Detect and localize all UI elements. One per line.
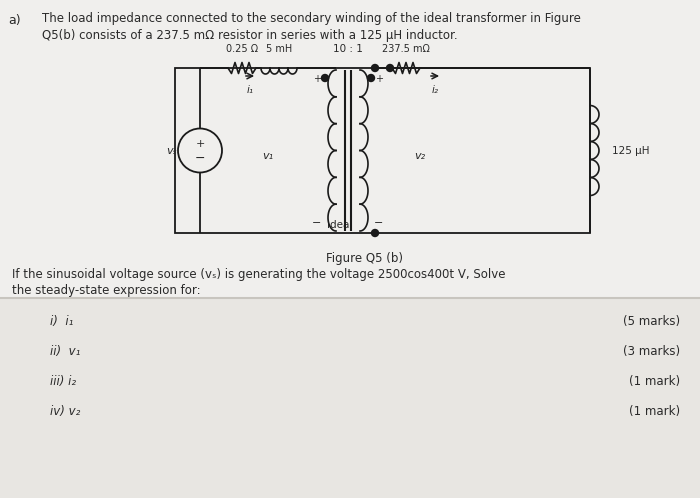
Text: vₛ: vₛ [167,145,177,155]
Text: +: + [313,74,321,84]
Text: Q5(b) consists of a 237.5 mΩ resistor in series with a 125 μH inductor.: Q5(b) consists of a 237.5 mΩ resistor in… [42,29,458,42]
Text: Figure Q5 (b): Figure Q5 (b) [326,252,403,265]
Text: +: + [195,138,204,148]
Circle shape [386,65,393,72]
Text: +: + [375,74,383,84]
Circle shape [372,65,379,72]
Text: a): a) [8,14,20,27]
Text: 125 μH: 125 μH [612,145,650,155]
Text: i₁: i₁ [246,85,253,95]
Circle shape [372,230,379,237]
Text: v₂: v₂ [414,150,426,160]
Text: i₂: i₂ [431,85,438,95]
Bar [175,68,590,233]
Text: ii)  v₁: ii) v₁ [50,345,80,358]
Text: −: − [195,152,205,165]
Text: (3 marks): (3 marks) [623,345,680,358]
Text: (1 mark): (1 mark) [629,405,680,418]
Text: The load impedance connected to the secondary winding of the ideal transformer i: The load impedance connected to the seco… [42,12,581,25]
Text: 237.5 mΩ: 237.5 mΩ [382,44,430,54]
Bar [0,298,700,498]
Text: iv) v₂: iv) v₂ [50,405,80,418]
Text: −: − [374,218,384,228]
Text: v₁: v₁ [262,150,274,160]
Text: iii) i₂: iii) i₂ [50,375,76,388]
Text: 10 : 1: 10 : 1 [333,44,363,54]
Text: 0.25 Ω: 0.25 Ω [226,44,258,54]
Bar [0,0,700,298]
Text: i)  i₁: i) i₁ [50,315,74,328]
Text: −: − [312,218,322,228]
Text: (1 mark): (1 mark) [629,375,680,388]
Circle shape [368,75,374,82]
Text: the steady-state expression for:: the steady-state expression for: [12,284,201,297]
Text: 5 mH: 5 mH [266,44,292,54]
Circle shape [321,75,328,82]
Text: (5 marks): (5 marks) [623,315,680,328]
Text: Ideal: Ideal [328,220,353,230]
Text: If the sinusoidal voltage source (vₛ) is generating the voltage 2500cos400t V, S: If the sinusoidal voltage source (vₛ) is… [12,268,505,281]
